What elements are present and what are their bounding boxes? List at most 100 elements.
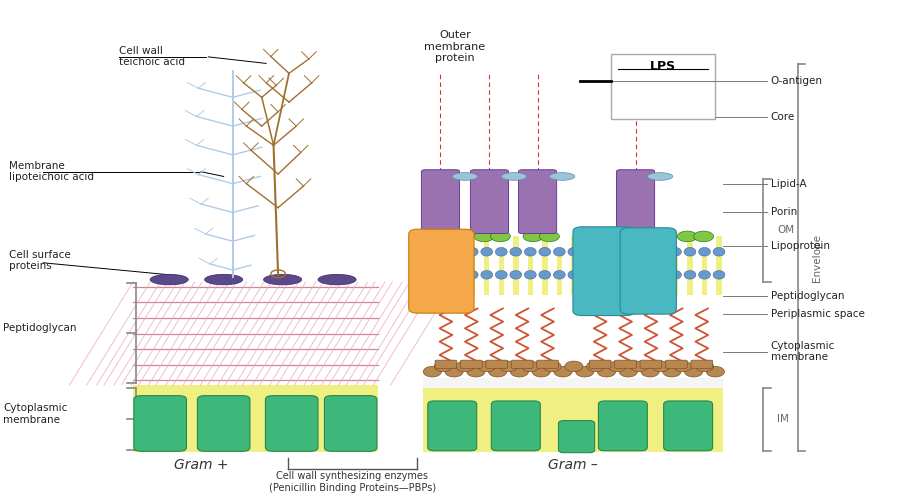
FancyBboxPatch shape	[491, 401, 541, 451]
Bar	[601, 275, 605, 295]
Bar	[658, 252, 663, 270]
FancyBboxPatch shape	[428, 401, 477, 451]
FancyBboxPatch shape	[599, 401, 647, 451]
Bar	[687, 275, 693, 295]
Text: O-antigen: O-antigen	[771, 75, 823, 85]
FancyBboxPatch shape	[421, 170, 460, 234]
Ellipse shape	[670, 248, 682, 256]
FancyBboxPatch shape	[197, 396, 250, 451]
Ellipse shape	[543, 361, 561, 372]
Ellipse shape	[452, 248, 463, 256]
Ellipse shape	[554, 367, 572, 377]
FancyBboxPatch shape	[266, 396, 318, 451]
Bar	[614, 252, 620, 270]
Text: Lipid-A: Lipid-A	[771, 179, 806, 188]
Ellipse shape	[434, 361, 452, 372]
Text: Cell wall synthesizing enzymes
(Penicillin Binding Proteins—PBPs): Cell wall synthesizing enzymes (Penicill…	[269, 471, 436, 493]
Bar	[687, 252, 693, 270]
Bar	[557, 252, 562, 270]
Text: Cytoplasmic
membrane: Cytoplasmic membrane	[4, 403, 67, 425]
Bar	[716, 275, 722, 295]
Bar	[484, 275, 490, 295]
Ellipse shape	[619, 367, 637, 377]
Text: Peptidoglycan: Peptidoglycan	[771, 291, 844, 302]
Ellipse shape	[500, 361, 518, 372]
Bar	[470, 275, 475, 295]
Ellipse shape	[699, 270, 711, 279]
Text: Membrane
lipoteichoic acid: Membrane lipoteichoic acid	[9, 161, 94, 183]
Ellipse shape	[480, 248, 492, 256]
Ellipse shape	[670, 270, 682, 279]
FancyBboxPatch shape	[511, 360, 533, 369]
Bar	[470, 252, 475, 270]
Bar	[423, 378, 723, 387]
Ellipse shape	[695, 361, 713, 372]
Bar	[629, 275, 634, 295]
Bar	[542, 237, 548, 248]
FancyBboxPatch shape	[519, 170, 557, 234]
Ellipse shape	[655, 270, 667, 279]
Circle shape	[626, 231, 646, 242]
Text: Cell surface
proteins: Cell surface proteins	[9, 249, 70, 271]
Ellipse shape	[495, 248, 507, 256]
Bar	[528, 275, 533, 295]
Text: Core: Core	[771, 112, 795, 122]
Ellipse shape	[550, 173, 575, 180]
Bar	[658, 275, 663, 295]
Ellipse shape	[684, 270, 696, 279]
Ellipse shape	[598, 367, 615, 377]
Bar	[542, 252, 548, 270]
Text: Outer
membrane
protein: Outer membrane protein	[424, 30, 486, 63]
Bar	[643, 252, 649, 270]
Bar	[426, 237, 431, 248]
Bar	[455, 237, 460, 248]
Ellipse shape	[655, 248, 667, 256]
Ellipse shape	[553, 248, 565, 256]
Ellipse shape	[423, 367, 441, 377]
Ellipse shape	[684, 248, 696, 256]
FancyBboxPatch shape	[460, 360, 482, 369]
Bar	[629, 252, 634, 270]
Bar	[586, 252, 592, 270]
Ellipse shape	[501, 173, 527, 180]
Bar	[687, 237, 693, 248]
Text: Gram –: Gram –	[548, 458, 598, 472]
Bar	[133, 385, 378, 452]
Bar	[658, 237, 663, 248]
Text: Lipoprotein: Lipoprotein	[771, 241, 830, 251]
Ellipse shape	[641, 248, 652, 256]
Ellipse shape	[466, 270, 478, 279]
Ellipse shape	[524, 270, 536, 279]
Ellipse shape	[205, 274, 243, 285]
Circle shape	[490, 231, 511, 242]
Text: Gram +: Gram +	[174, 458, 228, 472]
Ellipse shape	[423, 248, 435, 256]
Ellipse shape	[597, 248, 609, 256]
Text: OM: OM	[777, 225, 794, 236]
Ellipse shape	[438, 248, 450, 256]
Circle shape	[440, 231, 460, 242]
Circle shape	[423, 231, 443, 242]
Text: IM: IM	[777, 414, 789, 425]
FancyBboxPatch shape	[324, 396, 377, 451]
Ellipse shape	[480, 270, 492, 279]
Ellipse shape	[608, 361, 626, 372]
Bar	[455, 275, 460, 295]
Ellipse shape	[489, 367, 507, 377]
Bar	[601, 237, 605, 248]
Ellipse shape	[495, 270, 507, 279]
Ellipse shape	[713, 248, 725, 256]
Ellipse shape	[452, 270, 463, 279]
Bar	[423, 387, 723, 452]
Ellipse shape	[452, 173, 478, 180]
FancyBboxPatch shape	[640, 360, 662, 369]
Ellipse shape	[467, 367, 485, 377]
Ellipse shape	[568, 270, 580, 279]
Ellipse shape	[423, 270, 435, 279]
Bar	[440, 275, 446, 295]
Bar	[499, 275, 504, 295]
Ellipse shape	[652, 361, 670, 372]
Bar	[702, 252, 707, 270]
Bar	[571, 237, 577, 248]
Ellipse shape	[521, 361, 540, 372]
